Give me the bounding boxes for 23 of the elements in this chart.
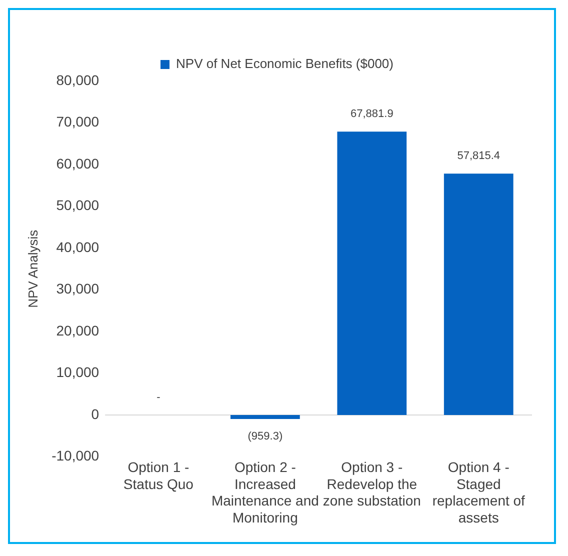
x-tick-label: Option 3 - Redevelop the zone substation <box>322 459 421 509</box>
y-tick-label: 30,000 <box>56 280 100 297</box>
data-label: 57,815.4 <box>457 150 500 162</box>
y-tick-label: 50,000 <box>56 197 100 214</box>
y-tick-label: 80,000 <box>56 72 100 88</box>
x-tick-label: Option 2 - Increased Maintenance and Monitoring <box>211 459 319 526</box>
data-label: 67,881.9 <box>350 108 394 120</box>
y-tick-label: 0 <box>91 406 100 422</box>
legend-label: NPV of Net Economic Benefits ($000) <box>176 56 394 72</box>
y-tick-label: 10,000 <box>56 364 100 380</box>
bar <box>230 415 300 420</box>
bar <box>337 132 407 416</box>
y-tick-label: 60,000 <box>56 155 100 172</box>
x-tick-label: Option 1 - Status Quo <box>123 459 194 492</box>
x-tick-label: Option 4 - Staged replacement of assets <box>432 459 526 526</box>
data-label: (959.3) <box>248 430 283 443</box>
bar <box>444 174 514 416</box>
y-tick-label: 70,000 <box>56 114 100 130</box>
data-label: - <box>156 392 161 404</box>
y-tick-label: 20,000 <box>56 322 100 338</box>
y-tick-label: 40,000 <box>56 238 100 255</box>
y-axis-title: NPV Analysis <box>25 229 40 308</box>
y-tick-label: -10,000 <box>52 448 100 464</box>
